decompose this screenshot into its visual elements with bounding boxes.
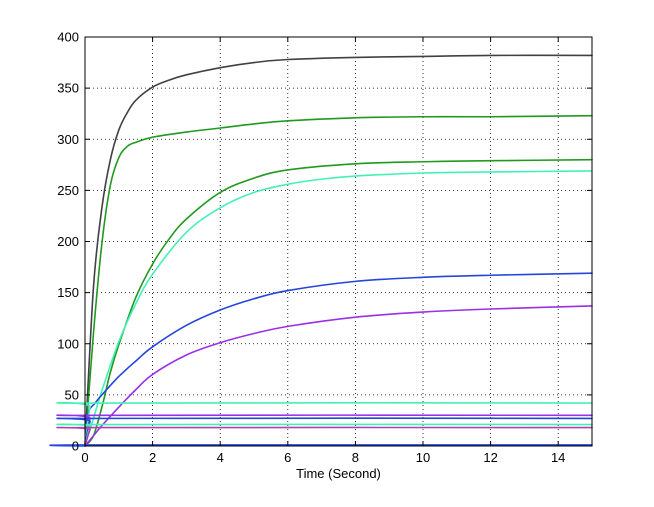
series-line-9 — [56, 417, 593, 447]
x-tick-label: 8 — [352, 450, 359, 465]
x-tick-label: 6 — [284, 450, 291, 465]
series-line-3 — [84, 158, 593, 447]
axis-ticks — [84, 36, 592, 447]
x-tick-label: 2 — [149, 450, 156, 465]
x-tick-label: 12 — [483, 450, 497, 465]
x-tick-label: 4 — [217, 450, 224, 465]
y-tick-label: 150 — [57, 285, 79, 300]
y-tick-label: 50 — [65, 387, 79, 402]
series-lines — [49, 54, 593, 447]
series-line-7 — [56, 401, 593, 447]
y-tick-label: 300 — [57, 132, 79, 147]
series-line-5 — [84, 272, 593, 447]
series-line-4 — [84, 170, 593, 447]
axis-tick-labels: 0 2 4 6 8 10 12 14 0 50 100 150 200 250 300 350 400 — [57, 30, 565, 466]
x-tick-label: 14 — [551, 450, 565, 465]
series-line-6 — [84, 305, 593, 447]
y-tick-label: 400 — [57, 30, 79, 45]
x-tick-label: 0 — [81, 450, 88, 465]
series-line-1 — [84, 54, 593, 447]
grid-lines — [85, 37, 592, 446]
y-tick-label: 350 — [57, 81, 79, 96]
series-line-2 — [84, 114, 593, 447]
x-tick-label: 10 — [416, 450, 430, 465]
y-tick-label: 100 — [57, 336, 79, 351]
y-tick-label: 250 — [57, 183, 79, 198]
series-line-11 — [56, 426, 593, 447]
x-axis-label: Time (Second) — [296, 466, 381, 481]
y-tick-label: 200 — [57, 234, 79, 249]
series-line-8 — [56, 414, 593, 447]
y-tick-label: 0 — [72, 439, 79, 454]
